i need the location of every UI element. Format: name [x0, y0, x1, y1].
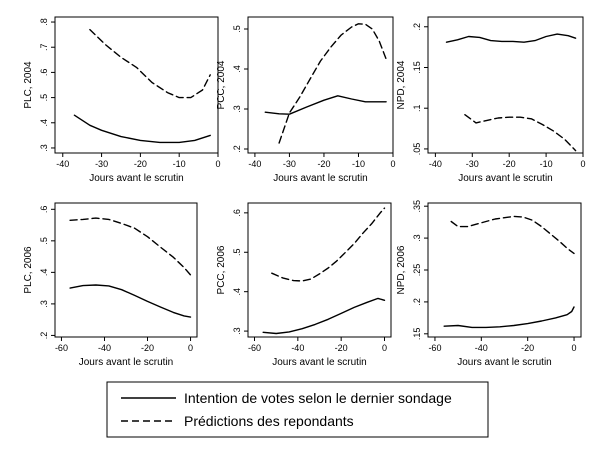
y-tick-label: .3	[39, 300, 49, 308]
x-tick-label: -40	[56, 159, 69, 169]
y-tick-label: .5	[232, 249, 242, 257]
x-axis-label: Jours avant le scrutin	[79, 357, 174, 368]
y-tick-label: .6	[39, 69, 49, 77]
x-tick-label: -30	[283, 159, 296, 169]
x-tick-label: -20	[335, 343, 348, 353]
x-tick-label: -20	[503, 159, 516, 169]
series-line-dashed	[464, 113, 577, 152]
y-axis-label: PCC, 2006	[216, 245, 227, 294]
y-tick-label: .35	[412, 200, 422, 213]
x-tick-label: 0	[382, 343, 387, 353]
plot-frame	[247, 202, 392, 338]
x-tick-label: -40	[475, 343, 488, 353]
y-tick-label: .15	[412, 328, 422, 341]
y-tick-label: .15	[412, 61, 422, 74]
y-tick-label: .6	[39, 206, 49, 214]
panel-plc-2004: -40 -30 -20 -10 0 .3 .4 .5 .6 .7 .8 Jours avant le …	[23, 16, 221, 184]
x-tick-label: -40	[429, 159, 442, 169]
y-tick-label: .3	[232, 327, 242, 335]
legend-label-dashed: Prédictions des repondants	[184, 413, 354, 429]
series-line-solid	[264, 95, 387, 115]
y-axis-label: PLC, 2004	[23, 61, 34, 109]
x-tick-label: -20	[317, 159, 330, 169]
panel-npd-2006: -60 -40 -20 0 .15 .2 .25 .3 .35 Jours avant le sc…	[396, 200, 582, 368]
series-line-solid	[262, 297, 386, 335]
x-axis-label: Jours avant le scrutin	[457, 357, 552, 368]
y-tick-label: .2	[412, 298, 422, 306]
y-tick-label: .4	[39, 269, 49, 277]
panel-plc-2006: -60 -40 -20 0 .2 .3 .4 .5 .6 Jours avant le scrut…	[23, 202, 198, 368]
series-line-dashed	[69, 217, 192, 276]
legend: Intention de votes selon le dernier sond…	[106, 381, 489, 438]
series-line-solid	[443, 306, 575, 329]
plot-frame	[427, 16, 584, 154]
y-tick-label: .8	[39, 18, 49, 26]
x-tick-label: -60	[55, 343, 68, 353]
y-axis-label: NPD, 2006	[396, 245, 407, 294]
legend-box	[106, 381, 489, 438]
x-axis-label: Jours avant le scrutin	[272, 357, 367, 368]
series-line-solid	[73, 114, 211, 144]
x-axis-label: Jours avant le scrutin	[273, 173, 368, 184]
y-axis-label: PCC, 2004	[216, 60, 227, 109]
x-tick-label: -20	[521, 343, 534, 353]
panel-npd-2004: -40 -30 -20 -10 0 .05 .1 .15 .2 Jours avant le sc…	[396, 16, 586, 184]
x-tick-label: 0	[580, 159, 585, 169]
x-tick-label: -30	[466, 159, 479, 169]
y-tick-label: .2	[39, 332, 49, 340]
y-tick-label: .7	[39, 43, 49, 51]
x-tick-label: -60	[428, 343, 441, 353]
series-line-dashed	[450, 215, 575, 255]
y-tick-label: .2	[232, 145, 242, 153]
series-line-solid	[445, 33, 577, 43]
plot-frame	[54, 16, 219, 154]
y-tick-label: .4	[232, 288, 242, 296]
panel-pcc-2006: -60 -40 -20 0 .3 .4 .5 .6 Jours avant le scrutin…	[216, 202, 392, 368]
y-tick-label: .6	[232, 209, 242, 217]
series-line-dashed	[278, 23, 387, 144]
x-tick-label: -20	[134, 159, 147, 169]
x-axis-label: Jours avant le scrutin	[458, 173, 553, 184]
plot-frame	[247, 16, 394, 154]
x-tick-label: -40	[98, 343, 111, 353]
y-tick-label: .25	[412, 264, 422, 277]
x-tick-label: -30	[95, 159, 108, 169]
series-line-dashed	[89, 28, 211, 99]
panels: -40 -30 -20 -10 0 .3 .4 .5 .6 .7 .8 Jours avant le …	[23, 16, 586, 368]
legend-label-solid: Intention de votes selon le dernier sond…	[184, 390, 452, 406]
x-tick-label: 0	[188, 343, 193, 353]
y-tick-label: .4	[232, 65, 242, 73]
y-tick-label: .3	[232, 105, 242, 113]
x-tick-label: 0	[215, 159, 220, 169]
x-tick-label: -10	[540, 159, 553, 169]
x-tick-label: 0	[390, 159, 395, 169]
y-tick-label: .5	[232, 25, 242, 33]
x-tick-label: -40	[291, 343, 304, 353]
y-tick-label: .5	[39, 94, 49, 102]
x-tick-label: -20	[141, 343, 154, 353]
y-tick-label: .4	[39, 119, 49, 127]
y-axis-label: NPD, 2004	[396, 60, 407, 109]
y-tick-label: .3	[412, 234, 422, 242]
x-axis-label: Jours avant le scrutin	[89, 173, 184, 184]
y-tick-label: .05	[412, 143, 422, 156]
series-line-solid	[69, 284, 192, 318]
x-tick-label: -60	[248, 343, 261, 353]
panel-pcc-2004: -40 -30 -20 -10 0 .2 .3 .4 .5 Jours avant le scru…	[216, 16, 396, 184]
y-tick-label: .2	[412, 23, 422, 31]
x-tick-label: -10	[352, 159, 365, 169]
y-tick-label: .5	[39, 237, 49, 245]
x-tick-label: -10	[173, 159, 186, 169]
y-axis-label: PLC, 2006	[23, 246, 34, 294]
y-tick-label: .1	[412, 104, 422, 112]
x-tick-label: -40	[248, 159, 261, 169]
y-tick-label: .3	[39, 144, 49, 152]
series-line-dashed	[271, 207, 386, 282]
x-tick-label: 0	[572, 343, 577, 353]
plot-frame	[54, 202, 198, 338]
